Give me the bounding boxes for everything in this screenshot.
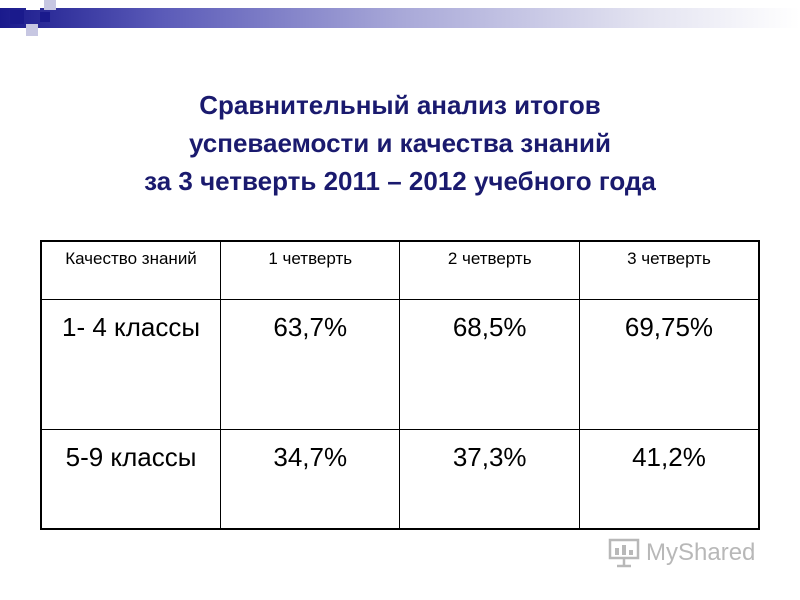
row-label-grades-1-4: 1- 4 классы: [40, 298, 222, 430]
cell-value: 37,3%: [399, 428, 580, 530]
header-gradient-bar: [0, 8, 800, 28]
header-cell-quality: Качество знаний: [40, 240, 222, 300]
decor-square: [26, 0, 40, 10]
decor-square: [10, 10, 24, 24]
header-cell-q1: 1 четверть: [220, 240, 401, 300]
myshared-logo-icon: [608, 538, 640, 568]
cell-value: 41,2%: [578, 428, 760, 530]
watermark: MyShared: [608, 538, 755, 568]
results-table: Качество знаний 1 четверть 2 четверть 3 …: [40, 240, 760, 530]
watermark-text: MyShared: [646, 539, 756, 566]
decor-square: [44, 0, 56, 10]
row-label-grades-5-9: 5-9 классы: [40, 428, 222, 530]
table-header-row: Качество знаний 1 четверть 2 четверть 3 …: [40, 240, 760, 300]
cell-value: 69,75%: [578, 298, 760, 430]
decor-square: [26, 24, 38, 36]
table-row: 1- 4 классы 63,7% 68,5% 69,75%: [40, 298, 760, 430]
cell-value: 63,7%: [220, 298, 401, 430]
title-line-3: за 3 четверть 2011 – 2012 учебного года: [144, 166, 656, 196]
cell-value: 68,5%: [399, 298, 580, 430]
title-line-1: Сравнительный анализ итогов: [199, 90, 601, 120]
header-cell-q3: 3 четверть: [578, 240, 760, 300]
slide-title: Сравнительный анализ итогов успеваемости…: [0, 86, 800, 200]
decor-square: [40, 12, 50, 22]
cell-value: 34,7%: [220, 428, 401, 530]
table-row: 5-9 классы 34,7% 37,3% 41,2%: [40, 428, 760, 530]
title-line-2: успеваемости и качества знаний: [188, 128, 611, 158]
header-cell-q2: 2 четверть: [399, 240, 580, 300]
